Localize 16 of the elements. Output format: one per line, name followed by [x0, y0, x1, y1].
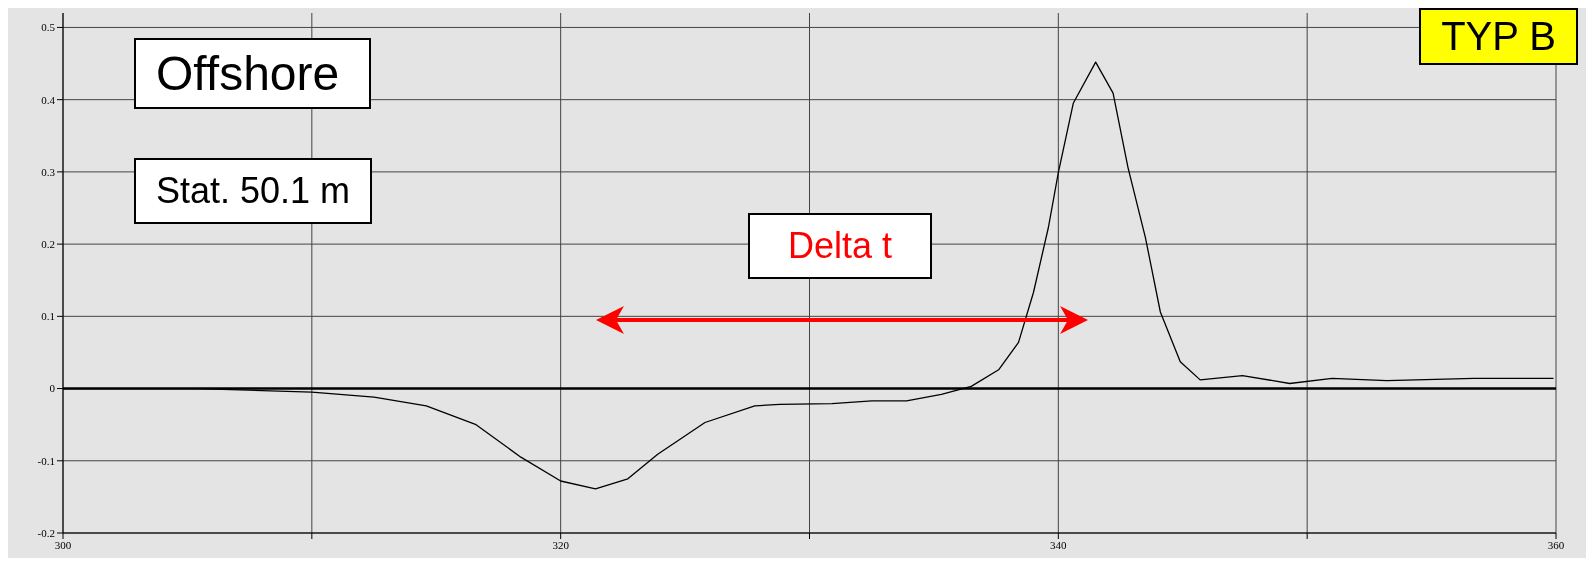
- y-tick-label: 0.1: [41, 310, 55, 323]
- x-tick-label: 320: [552, 538, 570, 551]
- y-tick-label: 0.5: [41, 21, 56, 34]
- annotation: Delta t: [748, 213, 932, 279]
- y-tick-label: 0.4: [41, 93, 56, 106]
- y-tick-label: 0.3: [41, 165, 56, 178]
- y-tick-label: -0.2: [37, 526, 55, 539]
- y-tick-label: 0: [49, 382, 56, 395]
- annotation: Offshore: [134, 38, 372, 109]
- annotation: Stat. 50.1 m: [134, 158, 373, 224]
- y-tick-label: -0.1: [37, 454, 55, 467]
- y-tick-label: 0.2: [41, 238, 55, 251]
- x-tick-label: 300: [54, 538, 72, 551]
- x-tick-label: 360: [1547, 538, 1565, 551]
- x-tick-label: 340: [1050, 538, 1068, 551]
- annotation: TYP B: [1419, 8, 1578, 65]
